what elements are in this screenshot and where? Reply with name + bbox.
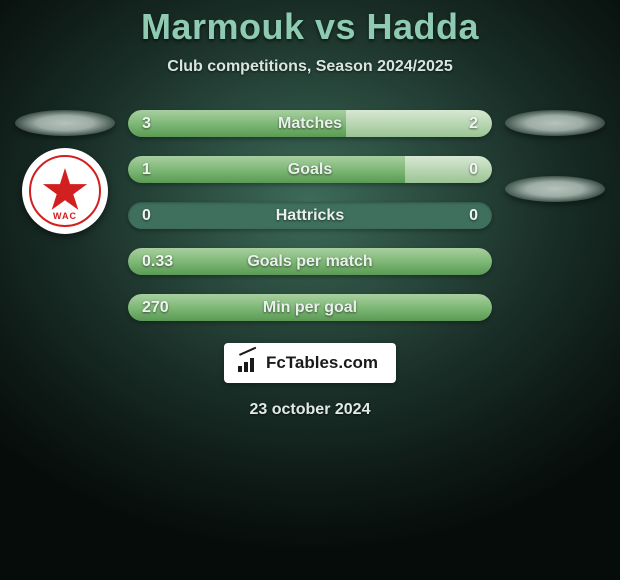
stat-bar: 270Min per goal	[128, 294, 492, 321]
right-player-col	[500, 110, 610, 202]
stat-label: Hattricks	[128, 202, 492, 229]
star-icon	[42, 168, 88, 214]
comparison-row: WAC 32Matches 10Goals 0 0Hattricks 0.33Goals…	[0, 110, 620, 321]
stat-fill-left	[128, 110, 346, 137]
stat-fill-left	[128, 248, 492, 275]
chart-icon	[238, 354, 260, 372]
stat-bar: 0 0Hattricks	[128, 202, 492, 229]
player-shadow-right-1	[505, 110, 605, 136]
stat-bar: 32Matches	[128, 110, 492, 137]
left-player-col: WAC	[10, 110, 120, 234]
stat-fill-left	[128, 294, 492, 321]
stat-value-left: 0	[142, 202, 151, 229]
stat-fill-right	[346, 110, 492, 137]
club-badge-text: WAC	[31, 211, 99, 221]
stat-bar: 0.33Goals per match	[128, 248, 492, 275]
stats-column: 32Matches 10Goals 0 0Hattricks 0.33Goals per…	[120, 110, 500, 321]
stat-bar: 10Goals	[128, 156, 492, 183]
player-shadow-right-2	[505, 176, 605, 202]
stat-fill-left	[128, 156, 405, 183]
subtitle: Club competitions, Season 2024/2025	[167, 58, 452, 76]
player-shadow-left	[15, 110, 115, 136]
stat-value-right: 0	[469, 202, 478, 229]
brand-box[interactable]: FcTables.com	[224, 343, 396, 383]
brand-text: FcTables.com	[266, 353, 378, 373]
stat-fill-right	[405, 156, 492, 183]
club-badge-left: WAC	[22, 148, 108, 234]
date-label: 23 october 2024	[250, 401, 371, 419]
page-title: Marmouk vs Hadda	[141, 6, 479, 48]
